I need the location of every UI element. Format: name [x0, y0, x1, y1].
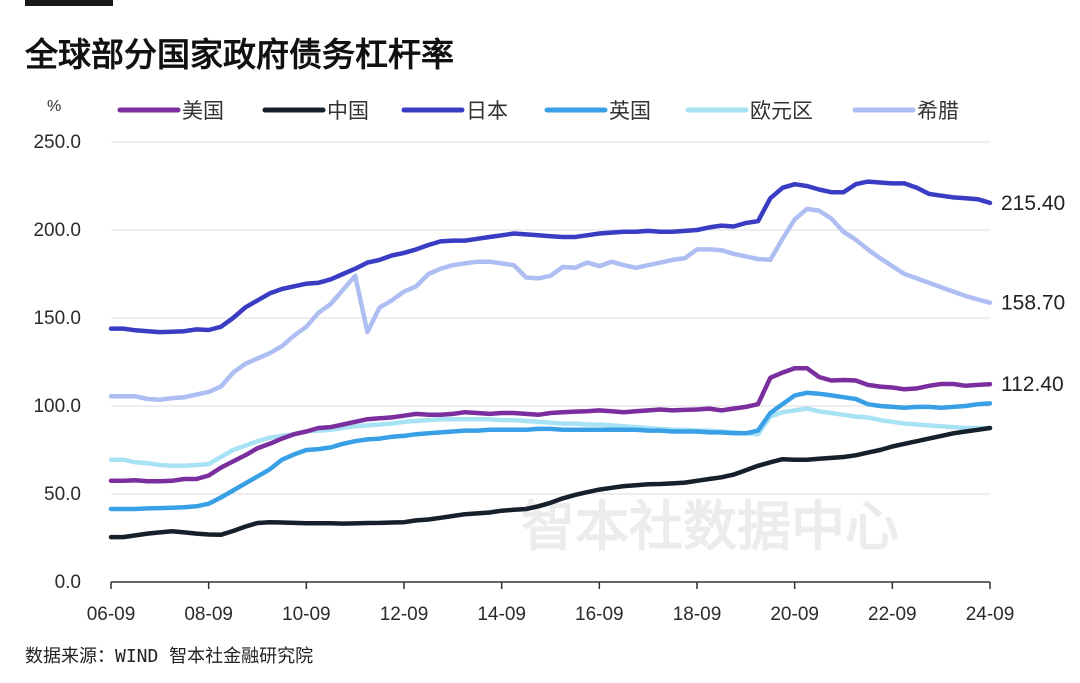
- series-line-1: [108, 425, 993, 540]
- series-line-2: [108, 179, 993, 335]
- x-tick-label: 22-09: [868, 604, 917, 625]
- x-tick-label: 24-09: [966, 604, 1015, 625]
- x-tick-label: 16-09: [575, 604, 624, 625]
- y-tick-label: 0.0: [55, 572, 81, 593]
- legend: 美国 中国 日本 英国 欧元区 希腊: [117, 99, 959, 123]
- chart-title: 全球部分国家政府债务杠杆率: [24, 35, 454, 74]
- source-note: 数据来源：WIND 智本社金融研究院: [25, 646, 313, 667]
- x-tick-label: 08-09: [184, 604, 233, 625]
- series-line-0: [108, 365, 993, 484]
- legend-label: 英国: [609, 99, 651, 123]
- y-tick-label: 250.0: [33, 132, 81, 153]
- end-labels: 112.40 215.40 158.70: [1001, 192, 1065, 396]
- series-line-5: [108, 206, 993, 403]
- watermark-text: 智本社数据中心: [521, 495, 899, 558]
- y-tick-label: 50.0: [44, 484, 81, 505]
- x-tick-label: 06-09: [87, 604, 136, 625]
- series-line-3: [108, 390, 993, 512]
- legend-label: 希腊: [917, 99, 959, 123]
- y-tick-label: 200.0: [33, 220, 81, 241]
- x-tick-label: 12-09: [380, 604, 429, 625]
- x-tick-label: 10-09: [282, 604, 331, 625]
- x-axis: 06-09 08-09 10-09 12-09 14-09 16-09 18-09 20-09…: [87, 581, 1015, 625]
- series-lines: [108, 179, 993, 540]
- y-axis-ticks: 0.0 50.0 100.0 150.0 200.0 250.0: [33, 132, 81, 593]
- legend-label: 中国: [327, 99, 369, 123]
- x-tick-label: 20-09: [770, 604, 819, 625]
- end-value-label: 112.40: [1001, 373, 1064, 396]
- legend-label: 欧元区: [750, 99, 813, 123]
- end-value-label: 158.70: [1001, 292, 1065, 315]
- y-tick-label: 100.0: [33, 396, 81, 417]
- x-tick-label: 18-09: [673, 604, 722, 625]
- legend-label: 美国: [182, 99, 224, 123]
- x-tick-label: 14-09: [477, 604, 526, 625]
- gridlines: [111, 141, 990, 495]
- y-axis-unit-label: %: [47, 98, 61, 115]
- series-line-4: [108, 406, 993, 469]
- title-accent-bar: [25, 0, 113, 6]
- end-value-label: 215.40: [1001, 192, 1065, 215]
- y-tick-label: 150.0: [33, 308, 81, 329]
- legend-label: 日本: [466, 99, 508, 123]
